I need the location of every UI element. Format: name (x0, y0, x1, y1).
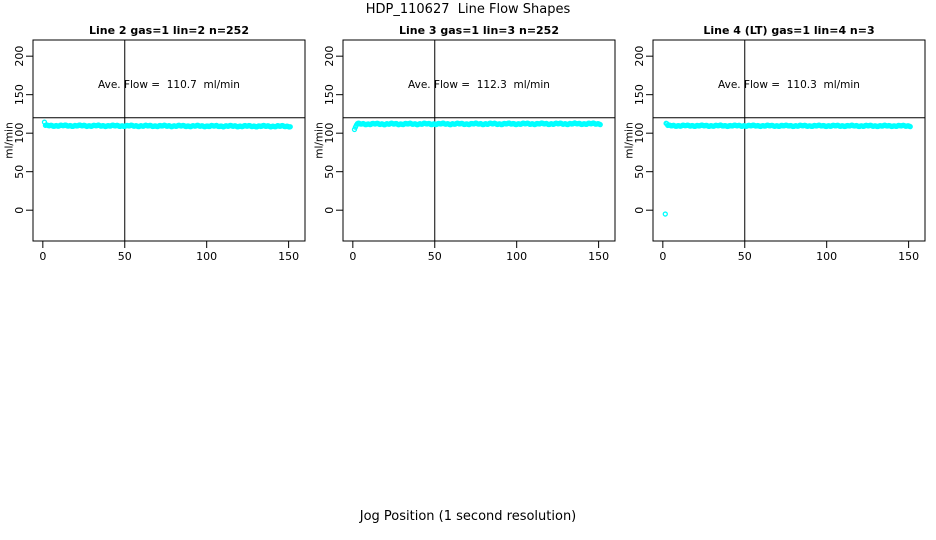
y-tick-label: 50 (633, 165, 646, 179)
panel-line2: Line 2 gas=1 lin=2 n=252 Ave. Flow = 110… (0, 20, 316, 280)
x-tick-label: 0 (659, 250, 666, 263)
ave-flow-annotation: Ave. Flow = 110.3 ml/min (718, 79, 860, 91)
x-tick-label: 50 (428, 250, 442, 263)
y-tick-label: 150 (633, 84, 646, 105)
ave-flow-annotation: Ave. Flow = 110.7 ml/min (98, 79, 240, 91)
x-axis-label: Jog Position (1 second resolution) (359, 509, 577, 524)
x-tick-label: 100 (816, 250, 837, 263)
y-tick-label: 50 (323, 165, 336, 179)
y-tick-label: 0 (323, 207, 336, 214)
ave-flow-annotation: Ave. Flow = 112.3 ml/min (408, 79, 550, 91)
y-tick-label: 200 (323, 46, 336, 67)
x-tick-label: 50 (738, 250, 752, 263)
y-tick-label: 100 (13, 123, 26, 144)
panel-title: Line 2 gas=1 lin=2 n=252 (88, 24, 249, 37)
data-point (597, 121, 603, 128)
y-tick-label: 150 (13, 84, 26, 105)
data-point (287, 124, 293, 130)
y-tick-label: 200 (633, 46, 646, 67)
y-tick-label: 0 (13, 207, 26, 214)
panel-line4: Line 4 (LT) gas=1 lin=4 n=3 Ave. Flow = … (620, 20, 936, 280)
y-tick-label: 100 (323, 123, 336, 144)
plot-box (652, 39, 926, 242)
x-tick-label: 0 (39, 250, 46, 263)
plot-area: 0 50 100 150 0 50 100 150 200 (633, 39, 926, 263)
y-tick-label: 0 (633, 207, 646, 214)
plot-area: 0 50 100 150 0 50 100 150 200 (323, 39, 616, 263)
y-tick-label: 100 (633, 123, 646, 144)
y-tick-label: 50 (13, 165, 26, 179)
x-tick-label: 150 (898, 250, 919, 263)
panel-title: Line 3 gas=1 lin=3 n=252 (398, 24, 559, 37)
data-point (662, 211, 668, 217)
plot-box (32, 39, 306, 242)
x-tick-label: 0 (349, 250, 356, 263)
figure-title: HDP_110627 Line Flow Shapes (365, 2, 571, 17)
y-tick-label: 150 (323, 84, 336, 105)
plot-box (342, 39, 616, 242)
data-point (907, 123, 913, 130)
x-tick-label: 150 (278, 250, 299, 263)
x-tick-label: 100 (506, 250, 527, 263)
plot-area: 0 50 100 150 0 50 100 150 200 (13, 39, 306, 263)
panel-title: Line 4 (LT) gas=1 lin=4 n=3 (703, 24, 875, 37)
y-tick-label: 200 (13, 46, 26, 67)
x-tick-label: 100 (196, 250, 217, 263)
x-tick-label: 50 (118, 250, 132, 263)
x-tick-label: 150 (588, 250, 609, 263)
panel-line3: Line 3 gas=1 lin=3 n=252 Ave. Flow = 112… (310, 20, 626, 280)
